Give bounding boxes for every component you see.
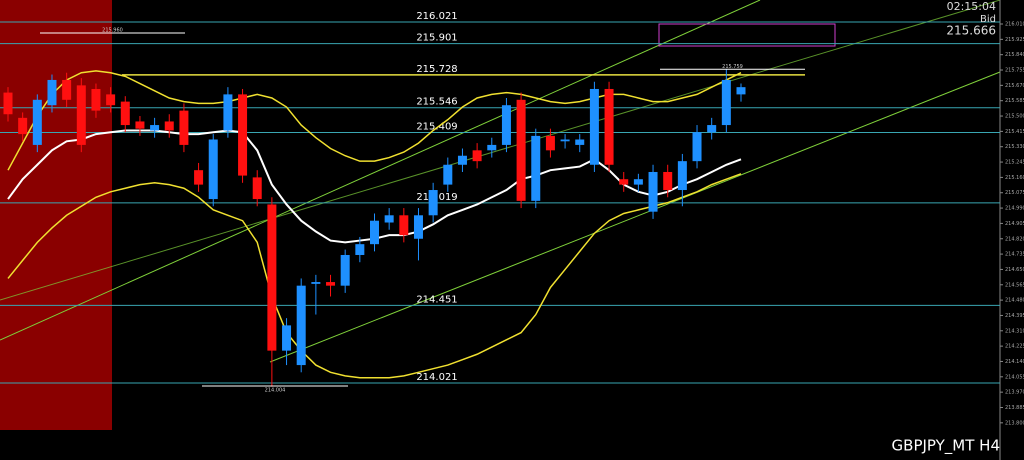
y-tick-label: 214.480 — [1005, 298, 1024, 304]
y-tick-label: 214.565 — [1005, 282, 1024, 288]
zone-box — [658, 23, 836, 47]
candle-body — [252, 177, 262, 200]
y-tick-label: 215.585 — [1005, 98, 1024, 104]
candle-body — [604, 88, 614, 165]
candle-body — [267, 204, 277, 351]
y-tick-label: 214.310 — [1005, 328, 1024, 334]
level-label: 216.021 — [416, 11, 457, 22]
candle-body — [76, 85, 86, 145]
candle-body — [62, 79, 72, 100]
y-tick-label: 214.225 — [1005, 344, 1024, 350]
y-tick-label: 215.160 — [1005, 175, 1024, 181]
candle-body — [296, 285, 306, 366]
y-tick-label: 215.840 — [1005, 52, 1024, 58]
candle-body — [282, 325, 292, 351]
candle-body — [399, 215, 409, 236]
candle-body — [589, 88, 599, 165]
candle-body — [531, 135, 541, 201]
y-tick-label: 215.330 — [1005, 144, 1024, 150]
y-tick-label: 215.755 — [1005, 68, 1024, 74]
level-label: 215.728 — [416, 64, 457, 75]
y-tick-label: 215.670 — [1005, 83, 1024, 89]
y-tick-label: 214.905 — [1005, 221, 1024, 227]
candle-body — [120, 101, 130, 126]
candle-body — [619, 179, 629, 185]
annotation-label: 215.960 — [102, 28, 123, 34]
candle-body — [194, 170, 204, 185]
y-tick-label: 215.415 — [1005, 129, 1024, 135]
candle-body — [736, 87, 746, 95]
level-label: 214.021 — [416, 372, 457, 383]
y-tick-label: 213.885 — [1005, 405, 1024, 411]
candle-body — [633, 179, 643, 185]
plot: 213.800 213.885 213.970 214.055 214.140 214.2… — [0, 11, 1024, 426]
candle-body — [384, 215, 394, 223]
y-tick-label: 215.075 — [1005, 190, 1024, 196]
candle-body — [18, 117, 28, 135]
candle-body — [545, 135, 555, 151]
candle-body — [135, 121, 145, 129]
candle-body — [721, 79, 731, 126]
y-tick-label: 214.990 — [1005, 206, 1024, 212]
y-tick-label: 215.245 — [1005, 160, 1024, 166]
candle-body — [472, 150, 482, 162]
candle-body — [560, 139, 570, 142]
clock: 02:15:04 — [947, 0, 996, 13]
level-label: 214.451 — [416, 294, 457, 305]
annotation-label: 214.004 — [265, 388, 286, 394]
level-label: 215.901 — [416, 33, 457, 44]
candle-body — [223, 94, 233, 131]
trend-lines — [0, 0, 1001, 363]
annotation-label: 215.759 — [722, 64, 743, 70]
candle-body — [179, 110, 189, 145]
candle-body — [707, 125, 717, 133]
y-tick-label: 214.395 — [1005, 313, 1024, 319]
session-shade — [0, 0, 112, 430]
candle-body — [516, 99, 526, 201]
y-tick-label: 213.970 — [1005, 390, 1024, 396]
candle-body — [355, 244, 365, 255]
candle-body — [150, 125, 160, 131]
candle-body — [106, 94, 116, 106]
y-tick-label: 214.735 — [1005, 252, 1024, 258]
candle-body — [208, 139, 218, 200]
candle-body — [648, 171, 658, 212]
y-tick-label: 216.010 — [1005, 22, 1024, 28]
candle-body — [663, 171, 673, 191]
candle-body — [164, 121, 174, 131]
y-tick-label: 214.820 — [1005, 236, 1024, 242]
y-tick-label: 214.140 — [1005, 359, 1024, 365]
candle-body — [443, 164, 453, 185]
candle-body — [340, 254, 350, 286]
bid-price: 215.666 — [946, 24, 996, 38]
candle-body — [326, 282, 336, 286]
candle-body — [370, 220, 379, 245]
y-tick-label: 213.800 — [1005, 420, 1024, 426]
candle-body — [692, 132, 702, 162]
candle-body — [91, 88, 101, 111]
candle-body — [428, 190, 438, 216]
candle-body — [501, 105, 511, 145]
y-tick-label: 214.055 — [1005, 374, 1024, 380]
level-label: 215.546 — [416, 97, 457, 108]
symbol: GBPJPY_MT H4 — [892, 437, 1000, 456]
y-tick-label: 215.500 — [1005, 114, 1024, 120]
candle-body — [47, 79, 57, 106]
candle-body — [457, 155, 467, 165]
candle-body — [32, 99, 42, 145]
candle-body — [3, 92, 13, 115]
candle-body — [487, 144, 497, 151]
candle-body — [677, 161, 687, 191]
candle-body — [311, 282, 321, 284]
bid-label: Bid — [980, 14, 996, 25]
indicator-line — [7, 70, 742, 171]
candle-body — [575, 139, 585, 145]
candle-body — [238, 94, 248, 176]
y-tick-label: 214.650 — [1005, 267, 1024, 273]
indicator-line — [7, 173, 742, 379]
y-tick-label: 215.925 — [1005, 37, 1024, 43]
candle-body — [413, 215, 423, 239]
